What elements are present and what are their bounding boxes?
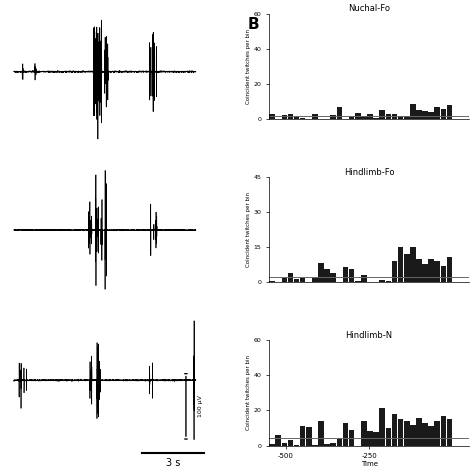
Bar — [294, 279, 300, 283]
Bar — [355, 113, 361, 119]
Bar — [422, 423, 428, 446]
Bar — [392, 414, 397, 446]
Bar — [300, 278, 306, 283]
Y-axis label: Coincident twitches per bin: Coincident twitches per bin — [246, 356, 251, 430]
Bar — [306, 428, 311, 446]
Bar — [385, 428, 391, 446]
Bar — [410, 247, 416, 283]
Bar — [435, 421, 440, 446]
Bar — [282, 116, 287, 119]
Bar — [416, 110, 422, 119]
Bar — [422, 264, 428, 283]
Bar — [447, 257, 452, 283]
Bar — [404, 421, 410, 446]
Bar — [343, 423, 348, 446]
Bar — [416, 259, 422, 283]
Bar — [379, 109, 385, 119]
Bar — [428, 426, 434, 446]
Bar — [349, 430, 355, 446]
Bar — [398, 247, 403, 283]
Text: 3 s: 3 s — [166, 458, 180, 468]
Bar — [288, 273, 293, 283]
Bar — [269, 114, 275, 119]
Bar — [318, 263, 324, 283]
Bar — [367, 430, 373, 446]
Bar — [410, 104, 416, 119]
Title: Nuchal-Fo: Nuchal-Fo — [348, 4, 390, 13]
Bar — [343, 267, 348, 283]
Y-axis label: Coincident twitches per bin: Coincident twitches per bin — [246, 192, 251, 267]
Bar — [288, 439, 293, 446]
Bar — [288, 114, 293, 119]
Bar — [410, 425, 416, 446]
Bar — [422, 110, 428, 119]
Bar — [435, 107, 440, 119]
Bar — [312, 278, 318, 283]
Bar — [282, 443, 287, 446]
Bar — [379, 408, 385, 446]
Bar — [269, 444, 275, 446]
Bar — [306, 118, 311, 119]
Bar — [349, 117, 355, 119]
Bar — [398, 116, 403, 119]
Bar — [374, 431, 379, 446]
Bar — [374, 118, 379, 119]
Bar — [349, 269, 355, 283]
Bar — [447, 419, 452, 446]
Bar — [318, 118, 324, 119]
Bar — [428, 112, 434, 119]
Bar — [300, 426, 306, 446]
Bar — [398, 419, 403, 446]
Bar — [294, 117, 300, 119]
Text: B: B — [248, 17, 259, 32]
Bar — [269, 281, 275, 283]
Bar — [324, 269, 330, 283]
Bar — [330, 443, 336, 446]
Bar — [374, 282, 379, 283]
Bar — [312, 114, 318, 119]
Bar — [337, 438, 342, 446]
Title: Hindlimb-Fo: Hindlimb-Fo — [344, 167, 394, 176]
Bar — [392, 114, 397, 119]
Bar — [300, 118, 306, 119]
Y-axis label: Coincident twitches per bin: Coincident twitches per bin — [246, 29, 251, 104]
Bar — [337, 107, 342, 119]
Bar — [361, 421, 367, 446]
Bar — [404, 255, 410, 283]
Bar — [361, 116, 367, 119]
Bar — [330, 273, 336, 283]
Bar — [337, 282, 342, 283]
Bar — [404, 116, 410, 119]
Bar — [428, 259, 434, 283]
X-axis label: Time: Time — [361, 461, 378, 466]
Text: 100 μV: 100 μV — [198, 395, 203, 417]
Bar — [330, 115, 336, 119]
Bar — [361, 275, 367, 283]
Bar — [441, 266, 446, 283]
Title: Hindlimb-N: Hindlimb-N — [346, 330, 393, 339]
Bar — [392, 261, 397, 283]
Bar — [441, 416, 446, 446]
Bar — [275, 435, 281, 446]
Bar — [318, 421, 324, 446]
Bar — [355, 281, 361, 283]
Bar — [416, 418, 422, 446]
Bar — [435, 262, 440, 283]
Bar — [385, 281, 391, 283]
Bar — [367, 114, 373, 119]
Bar — [324, 445, 330, 446]
Bar — [282, 278, 287, 283]
Bar — [385, 115, 391, 119]
Bar — [447, 105, 452, 119]
Bar — [441, 109, 446, 119]
Bar — [379, 280, 385, 283]
